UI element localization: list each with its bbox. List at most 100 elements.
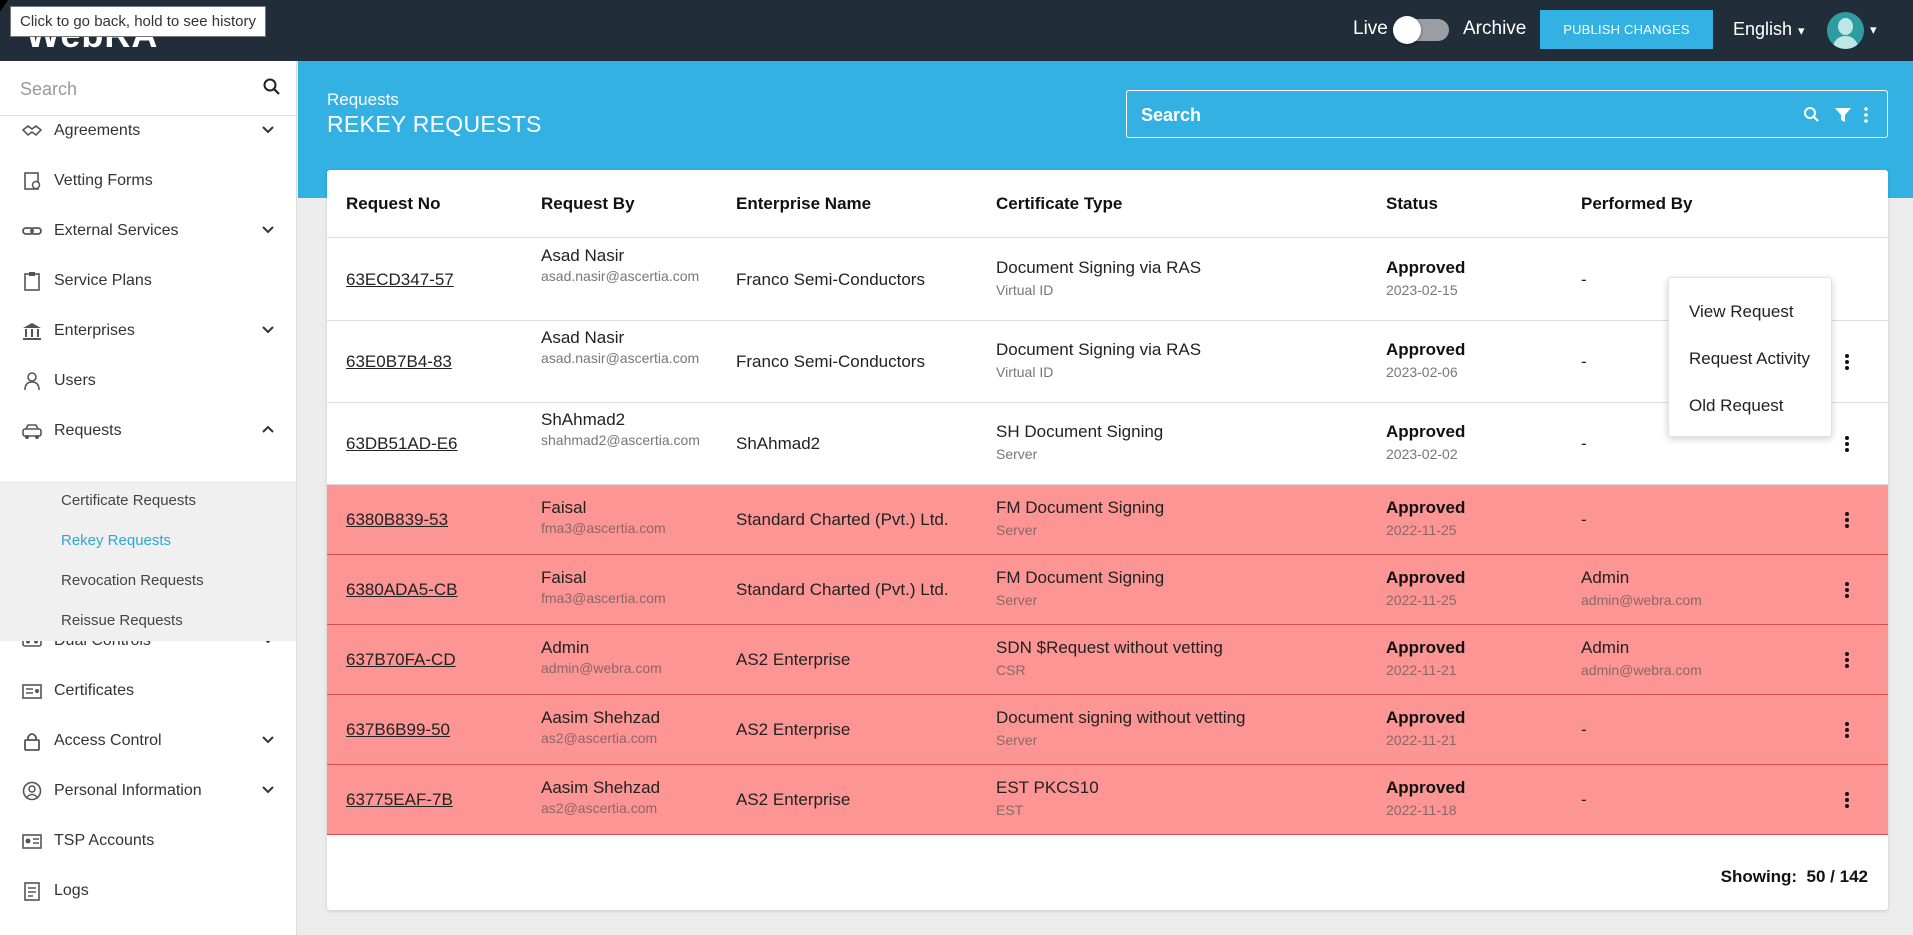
menu-item-old-request[interactable]: Old Request — [1689, 396, 1784, 415]
sidebar-item-external-services[interactable]: External Services — [0, 206, 296, 256]
status-badge: Approved — [1386, 498, 1466, 517]
table-row[interactable]: 63DB51AD-E6 ShAhmad2 shahmad2@ascertia.c… — [327, 403, 1888, 485]
sidebar-item-agreements[interactable]: Agreements — [0, 106, 296, 156]
chevron-down-icon[interactable] — [262, 225, 274, 234]
menu-item-view-request[interactable]: View Request — [1689, 302, 1794, 321]
language-selector[interactable]: English ▾ — [1733, 19, 1805, 40]
breadcrumb[interactable]: Requests — [327, 90, 399, 109]
status-badge: Approved — [1386, 638, 1466, 657]
language-label: English — [1733, 19, 1793, 39]
table-row[interactable]: 63ECD347-57 Asad Nasir asad.nasir@ascert… — [327, 239, 1888, 321]
performed-by-name: - — [1581, 790, 1587, 809]
toggle-knob[interactable] — [1393, 16, 1421, 44]
request-by-name: Aasim Shehzad — [541, 778, 661, 797]
sidebar-item-label: Certificates — [54, 682, 135, 699]
search-icon[interactable] — [263, 78, 281, 96]
row-actions-icon[interactable] — [1837, 790, 1857, 810]
header-request-no[interactable]: Request No — [346, 194, 441, 213]
sidebar-item-users[interactable]: Users — [0, 356, 296, 406]
header-enterprise-name[interactable]: Enterprise Name — [736, 194, 872, 213]
table-row[interactable]: 63E0B7B4-83 Asad Nasir asad.nasir@ascert… — [327, 321, 1888, 403]
header-status[interactable]: Status — [1386, 194, 1438, 213]
request-no-link[interactable]: 6380B839-53 — [346, 510, 449, 529]
row-actions-icon[interactable] — [1837, 434, 1857, 454]
car-icon — [22, 424, 42, 439]
submenu-item-revocation-requests[interactable]: Revocation Requests — [61, 572, 204, 589]
request-by-email: shahmad2@ascertia.com — [541, 432, 700, 448]
certificate-type: SH Document Signing — [996, 422, 1164, 441]
sidebar-item-logs[interactable]: Logs — [0, 866, 296, 916]
publish-changes-button[interactable]: PUBLISH CHANGES — [1540, 10, 1713, 49]
enterprise-name: AS2 Enterprise — [736, 650, 851, 669]
table-row[interactable]: 6380ADA5-CB Faisal fma3@ascertia.com Sta… — [327, 555, 1888, 625]
request-no-link[interactable]: 63ECD347-57 — [346, 270, 454, 289]
performed-by-cell: - — [1581, 270, 1587, 294]
lock-icon — [24, 733, 40, 751]
filter-icon[interactable] — [1834, 106, 1852, 124]
sidebar-search-input[interactable] — [20, 75, 250, 103]
request-no-link[interactable]: 63775EAF-7B — [346, 790, 453, 809]
status-cell: Approved 2023-02-02 — [1386, 422, 1465, 462]
menu-item-request-activity[interactable]: Request Activity — [1689, 349, 1810, 368]
submenu-item-rekey-requests[interactable]: Rekey Requests — [61, 532, 172, 549]
main-search-input[interactable] — [1141, 102, 1741, 128]
chevron-down-icon[interactable] — [262, 325, 274, 334]
sidebar-item-enterprises[interactable]: Enterprises — [0, 306, 296, 356]
submenu-item-reissue-requests[interactable]: Reissue Requests — [61, 612, 183, 629]
header-request-by[interactable]: Request By — [541, 194, 635, 213]
request-no-link[interactable]: 637B6B99-50 — [346, 720, 450, 739]
request-no-link[interactable]: 6380ADA5-CB — [346, 580, 458, 599]
request-no-link[interactable]: 63DB51AD-E6 — [346, 434, 458, 453]
header-certificate-type[interactable]: Certificate Type — [996, 194, 1123, 213]
sidebar-item-certificates[interactable]: Certificates — [0, 666, 296, 716]
chevron-down-icon[interactable] — [262, 735, 274, 744]
log-icon — [24, 882, 40, 901]
more-options-icon[interactable] — [1862, 106, 1870, 124]
sidebar-item-service-plans[interactable]: Service Plans — [0, 256, 296, 306]
chevron-down-icon[interactable] — [262, 125, 274, 134]
request-by-cell: Asad Nasir asad.nasir@ascertia.com — [541, 246, 706, 286]
performed-by-cell: - — [1581, 434, 1587, 458]
handshake-icon — [22, 124, 42, 137]
certificate-type: EST PKCS10 — [996, 778, 1099, 797]
row-actions-icon[interactable] — [1837, 650, 1857, 670]
submenu-item-certificate-requests[interactable]: Certificate Requests — [61, 492, 197, 509]
row-actions-icon[interactable] — [1837, 720, 1857, 740]
sidebar-item-requests[interactable]: Requests — [0, 406, 296, 456]
performed-by-cell: - — [1581, 720, 1587, 744]
chevron-up-icon[interactable] — [262, 425, 274, 434]
sidebar-item-label: External Services — [54, 222, 179, 239]
request-by-cell: ShAhmad2 shahmad2@ascertia.com — [541, 410, 706, 450]
row-actions-icon[interactable] — [1837, 510, 1857, 530]
request-no-link[interactable]: 637B70FA-CD — [346, 650, 456, 669]
certificate-subtype: Server — [996, 732, 1038, 748]
performed-by-name: - — [1581, 270, 1587, 289]
table-row[interactable]: 63775EAF-7B Aasim Shehzad as2@ascertia.c… — [327, 765, 1888, 835]
search-icon[interactable] — [1803, 106, 1821, 124]
row-actions-icon[interactable] — [1837, 352, 1857, 372]
chevron-down-icon[interactable] — [262, 785, 274, 794]
certificate-subtype: CSR — [996, 662, 1026, 678]
request-by-name: Aasim Shehzad — [541, 708, 661, 727]
enterprise-name: Franco Semi-Conductors — [736, 352, 925, 371]
status-badge: Approved — [1386, 422, 1466, 441]
certificate-type-cell: Document signing without vetting Server — [996, 708, 1245, 748]
avatar[interactable] — [1827, 12, 1864, 49]
chevron-down-icon[interactable]: ▾ — [1870, 22, 1877, 37]
status-date: 2022-11-21 — [1386, 732, 1457, 748]
sidebar-item-personal-information[interactable]: Personal Information — [0, 766, 296, 816]
table-header: Request No Request By Enterprise Name Ce… — [327, 170, 1888, 238]
table-footer: Showing: 50 / 142 — [327, 845, 1888, 910]
table-row[interactable]: 637B70FA-CD Admin admin@webra.com AS2 En… — [327, 625, 1888, 695]
performed-by-name: - — [1581, 720, 1587, 739]
table-row[interactable]: 637B6B99-50 Aasim Shehzad as2@ascertia.c… — [327, 695, 1888, 765]
request-by-name: Asad Nasir — [541, 246, 625, 265]
live-archive-toggle[interactable] — [1393, 16, 1449, 44]
row-actions-icon[interactable] — [1837, 580, 1857, 600]
header-performed-by[interactable]: Performed By — [1581, 194, 1693, 213]
sidebar-item-vetting-forms[interactable]: Vetting Forms — [0, 156, 296, 206]
sidebar-item-tsp-accounts[interactable]: TSP Accounts — [0, 816, 296, 866]
sidebar-item-access-control[interactable]: Access Control — [0, 716, 296, 766]
table-row[interactable]: 6380B839-53 Faisal fma3@ascertia.com Sta… — [327, 485, 1888, 555]
request-no-link[interactable]: 63E0B7B4-83 — [346, 352, 452, 371]
